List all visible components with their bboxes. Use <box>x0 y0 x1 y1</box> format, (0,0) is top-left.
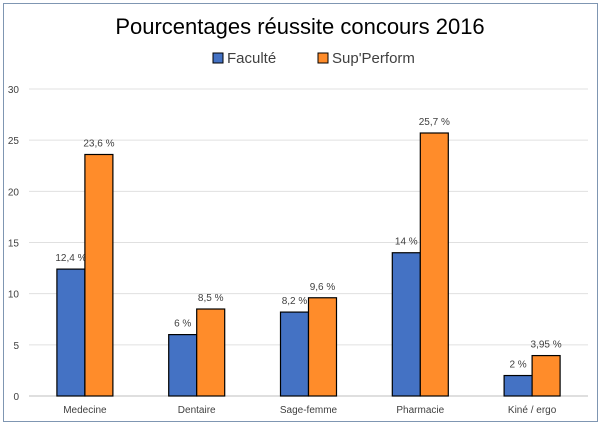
y-tick-label: 30 <box>8 85 20 96</box>
bar-supperform <box>307 297 338 397</box>
data-label: 9,6 % <box>310 282 336 293</box>
y-tick-label: 25 <box>8 136 20 147</box>
bar-supperform <box>84 153 114 397</box>
bar-faculte <box>503 374 533 397</box>
data-label: 8,2 % <box>282 296 308 307</box>
x-tick-label: Medecine <box>63 405 107 416</box>
data-label: 8,5 % <box>198 293 224 304</box>
legend-label: Sup'Perform <box>332 50 415 67</box>
bar-faculte <box>279 311 310 397</box>
x-tick-label: Kiné / ergo <box>508 405 557 416</box>
data-label: 12,4 % <box>55 253 86 264</box>
chart-title: Pourcentages réussite concours 2016 <box>115 14 484 39</box>
data-label: 2 % <box>509 360 526 371</box>
bar-supperform <box>419 132 449 397</box>
x-tick-label: Dentaire <box>178 405 216 416</box>
x-tick-label: Pharmacie <box>396 405 444 416</box>
y-tick-label: 5 <box>13 341 19 352</box>
y-tick-label: 0 <box>13 392 19 403</box>
y-tick-label: 15 <box>8 239 20 250</box>
legend-swatch <box>317 52 329 64</box>
legend-label: Faculté <box>227 50 276 67</box>
legend-swatch <box>212 52 224 64</box>
legend: Faculté Sup'Perform <box>212 50 415 67</box>
data-label: 23,6 % <box>83 138 114 149</box>
y-tick-label: 10 <box>8 290 20 301</box>
bar-faculte <box>56 268 86 397</box>
bar-faculte <box>391 252 421 397</box>
bar-supperform <box>196 308 226 397</box>
data-label: 6 % <box>174 319 191 330</box>
data-label: 14 % <box>395 237 418 248</box>
data-label: 25,7 % <box>419 117 450 128</box>
y-tick-label: 20 <box>8 187 20 198</box>
data-label: 3,95 % <box>531 340 562 351</box>
bar-supperform <box>531 354 561 397</box>
bar-faculte <box>168 334 198 397</box>
x-tick-label: Sage-femme <box>280 405 338 416</box>
